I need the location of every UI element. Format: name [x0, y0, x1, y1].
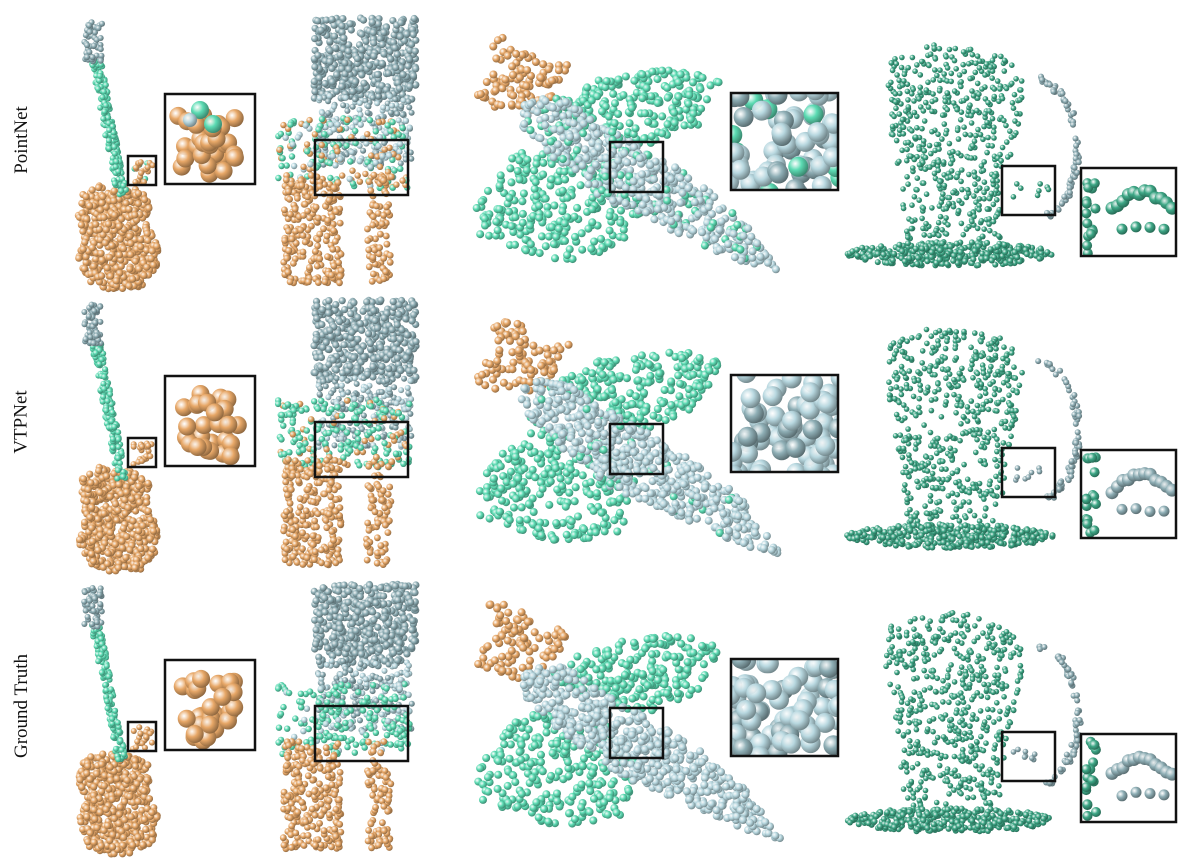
- airplane-zoom-inset: [729, 657, 840, 758]
- mug-roi-box: [1000, 164, 1057, 217]
- airplane-zoom-inset-frame: [729, 373, 840, 474]
- guitar-roi-box: [126, 154, 158, 187]
- guitar-pointcloud: [76, 301, 257, 575]
- airplane-pointcloud: [474, 600, 840, 843]
- mug-zoom-inset: [1079, 448, 1178, 540]
- mug-zoom-inset-frame: [1079, 166, 1178, 258]
- guitar-roi-box: [126, 436, 158, 469]
- mug-zoom-inset: [1079, 166, 1178, 258]
- row-vtpnet: [76, 296, 1178, 575]
- row-ground-truth: [75, 580, 1178, 858]
- table-pointcloud: [274, 580, 420, 853]
- guitar-zoom-inset: [163, 374, 257, 468]
- guitar-zoom-inset-frame: [163, 658, 257, 752]
- mug-zoom-inset-frame: [1079, 448, 1178, 540]
- guitar-zoom-inset-frame: [163, 374, 257, 468]
- mug-roi-box: [1000, 730, 1057, 783]
- guitar-zoom-inset: [163, 92, 257, 186]
- guitar-pointcloud: [74, 19, 257, 293]
- airplane-zoom-inset-frame: [729, 657, 840, 758]
- airplane-pointcloud: [474, 318, 840, 558]
- table-roi-box: [313, 420, 410, 479]
- row-pointnet: [74, 14, 1178, 293]
- airplane-roi-box: [608, 706, 665, 760]
- airplane-zoom-inset-frame: [729, 91, 840, 192]
- table-roi-box: [313, 704, 410, 763]
- table-pointcloud: [275, 14, 420, 287]
- mug-zoom-inset-frame: [1079, 732, 1178, 824]
- table-roi-box: [313, 138, 410, 197]
- mug-pointcloud: [844, 42, 1178, 269]
- mug-pointcloud: [844, 610, 1178, 835]
- airplane-pointcloud: [472, 33, 840, 274]
- guitar-zoom-inset-frame: [163, 92, 257, 186]
- airplane-roi-box: [608, 422, 665, 476]
- guitar-roi-box: [126, 720, 158, 753]
- guitar-zoom-inset: [163, 658, 257, 752]
- mug-zoom-inset: [1079, 732, 1178, 824]
- airplane-roi-box: [608, 140, 665, 194]
- table-pointcloud: [274, 296, 420, 569]
- mug-roi-box: [1000, 446, 1057, 499]
- guitar-pointcloud: [75, 585, 257, 858]
- airplane-zoom-inset: [729, 373, 840, 474]
- airplane-zoom-inset: [729, 91, 840, 192]
- mug-pointcloud: [844, 326, 1178, 551]
